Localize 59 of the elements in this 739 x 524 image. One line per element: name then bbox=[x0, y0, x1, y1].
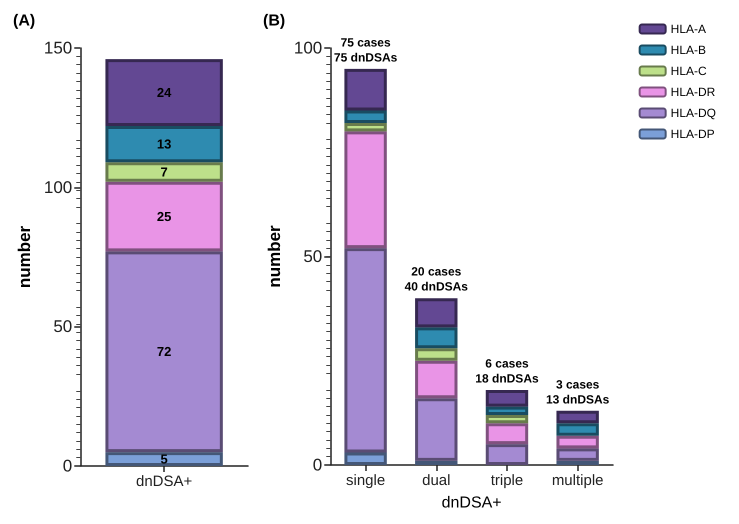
y-tick-label: 100 bbox=[294, 38, 322, 58]
data-label: 72 bbox=[156, 344, 172, 360]
legend-label: HLA-A bbox=[670, 22, 706, 36]
annotation: 75 cases 75 dnDSAs bbox=[334, 35, 398, 64]
chart-title: (A) bbox=[13, 12, 36, 30]
chart-title: (B) bbox=[263, 12, 286, 30]
bar bbox=[344, 131, 387, 248]
bar bbox=[486, 423, 528, 444]
bar bbox=[105, 59, 223, 126]
bar bbox=[344, 452, 387, 465]
bar bbox=[486, 390, 528, 407]
bar bbox=[556, 436, 599, 448]
bar bbox=[344, 248, 387, 452]
y-tick-label: 150 bbox=[44, 38, 72, 58]
bar bbox=[556, 423, 599, 436]
bar bbox=[415, 298, 458, 328]
x-axis-title: dnDSA+ bbox=[442, 494, 502, 512]
bar bbox=[105, 251, 223, 452]
bar bbox=[486, 406, 528, 415]
bar bbox=[344, 110, 387, 124]
x-tick-label: single bbox=[346, 472, 386, 489]
legend-label: HLA-B bbox=[670, 43, 706, 57]
y-tick-label: 50 bbox=[53, 317, 72, 336]
bar bbox=[415, 398, 458, 461]
bar bbox=[344, 123, 387, 132]
data-label: 24 bbox=[156, 85, 172, 100]
bar bbox=[105, 126, 223, 162]
data-label: 7 bbox=[160, 164, 168, 180]
legend-label: HLA-DP bbox=[670, 127, 715, 141]
annotation: 6 cases 18 dnDSAs bbox=[475, 356, 539, 386]
x-tick-label: dual bbox=[422, 472, 450, 489]
bar bbox=[486, 414, 528, 424]
y-tick-label: 0 bbox=[62, 456, 72, 476]
y-tick-label: 100 bbox=[44, 178, 72, 197]
y-axis-title: number bbox=[265, 224, 284, 288]
data-label: 25 bbox=[156, 209, 172, 224]
bar bbox=[556, 448, 599, 461]
bar bbox=[105, 162, 223, 182]
legend-label: HLA-DQ bbox=[670, 106, 716, 120]
x-tick-label: multiple bbox=[552, 472, 604, 489]
y-axis-title: number bbox=[15, 225, 34, 288]
bar bbox=[105, 182, 223, 252]
annotation: 3 cases 13 dnDSAs bbox=[546, 377, 610, 406]
x-tick-label: triple bbox=[490, 472, 524, 489]
bar bbox=[105, 452, 223, 466]
annotation: 20 cases 40 dnDSAs bbox=[404, 264, 468, 294]
y-tick-label: 0 bbox=[312, 456, 322, 474]
bar bbox=[344, 68, 387, 111]
bar bbox=[415, 327, 458, 348]
data-label: 5 bbox=[160, 452, 168, 467]
x-tick-label: dnDSA+ bbox=[136, 473, 193, 490]
bar bbox=[556, 410, 599, 424]
bar bbox=[415, 360, 458, 398]
data-label: 13 bbox=[156, 136, 172, 152]
legend-label: HLA-DR bbox=[670, 85, 716, 99]
bar bbox=[486, 444, 528, 465]
bar bbox=[415, 348, 458, 361]
legend-label: HLA-C bbox=[670, 64, 707, 78]
y-tick-label: 50 bbox=[303, 247, 322, 266]
